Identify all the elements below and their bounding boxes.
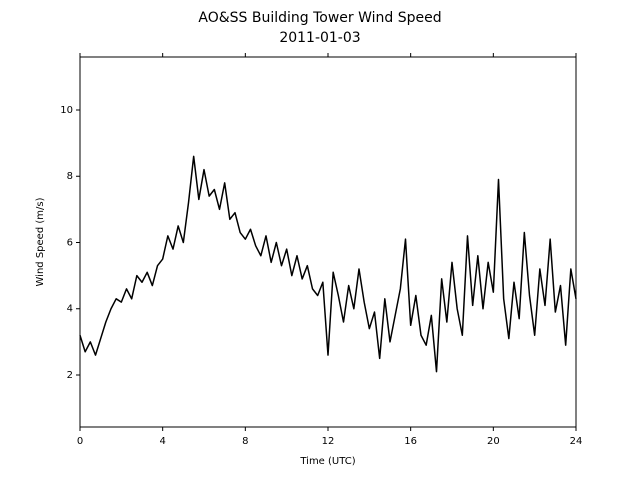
y-tick-label: 6 — [67, 237, 73, 248]
chart-title: AO&SS Building Tower Wind Speed — [198, 10, 441, 26]
x-tick-label: 4 — [159, 436, 165, 447]
chart-subtitle: 2011-01-03 — [279, 30, 360, 46]
data-line — [79, 155, 577, 373]
x-tick-label: 12 — [322, 436, 335, 447]
y-tick-label: 2 — [67, 370, 73, 381]
x-tick-label: 20 — [487, 436, 500, 447]
y-tick-label: 8 — [67, 171, 73, 182]
y-tick-label: 4 — [67, 304, 73, 315]
x-tick-label: 16 — [404, 436, 417, 447]
y-tick-label: 10 — [60, 105, 73, 116]
x-tick-label: 24 — [570, 436, 583, 447]
x-tick-label: 0 — [77, 436, 83, 447]
plot-frame — [79, 56, 577, 428]
x-axis-label: Time (UTC) — [299, 456, 355, 467]
y-axis-label: Wind Speed (m/s) — [35, 197, 46, 286]
x-tick-label: 8 — [242, 436, 248, 447]
